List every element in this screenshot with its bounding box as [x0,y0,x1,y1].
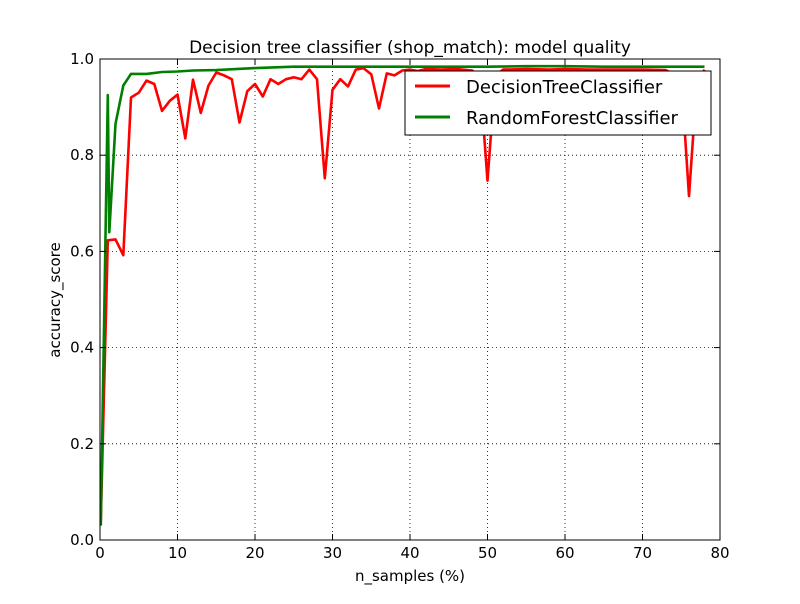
y-tick-label: 0.8 [70,146,94,164]
axis-ticks: 0 10 20 30 40 50 60 70 80 0.0 0.2 0.4 0.6 0.8 1.0 [70,50,729,562]
x-tick-label: 20 [245,544,264,562]
series-line-decisiontreeclassifier [99,66,706,521]
y-tick-label: 0.6 [70,242,94,260]
x-axis-label: n_samples (%) [355,567,465,586]
y-tick-label: 0.4 [70,339,94,357]
x-tick-label: 50 [478,544,497,562]
chart-title: Decision tree classifier (shop_match): m… [189,38,631,58]
y-tick-label: 0.2 [70,435,94,453]
legend-label-random-forest: RandomForestClassifier [466,108,679,129]
x-tick-label: 10 [168,544,187,562]
series-line-randomforestclassifier [99,64,705,526]
x-tick-label: 0 [95,544,105,562]
grid [100,59,720,540]
y-axis-label: accuracy_score [46,242,65,357]
y-tick-label: 0.0 [70,531,94,549]
x-tick-label: 40 [400,544,419,562]
x-tick-label: 70 [633,544,652,562]
y-tick-label: 1.0 [70,50,94,68]
x-tick-label: 60 [555,544,574,562]
x-tick-label: 30 [323,544,342,562]
series-lines [99,64,706,526]
legend: DecisionTreeClassifier RandomForestClass… [404,70,712,136]
legend-box [404,70,712,136]
x-tick-label: 80 [710,544,729,562]
legend-label-decision-tree: DecisionTreeClassifier [466,77,663,98]
